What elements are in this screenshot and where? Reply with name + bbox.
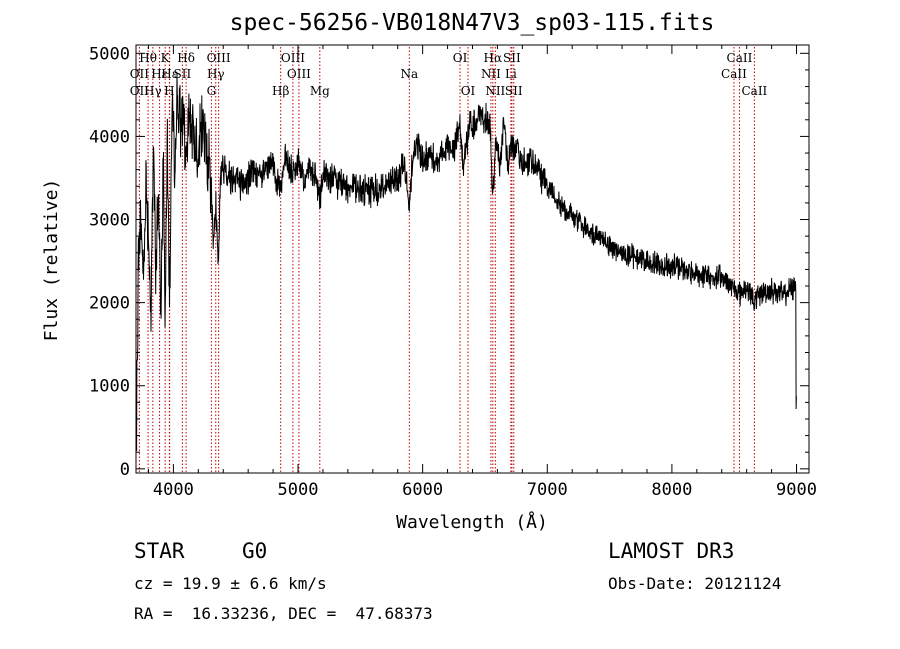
line-label: SII xyxy=(503,51,521,65)
sky-coordinates: RA = 16.33236, DEC = 47.68373 xyxy=(134,604,433,623)
line-label: Hδ xyxy=(177,51,195,65)
x-tick-label: 6000 xyxy=(402,480,443,500)
y-axis-title: Flux (relative) xyxy=(41,179,62,342)
x-tick-label: 7000 xyxy=(527,480,568,500)
chart-title: spec-56256-VB018N47V3_sp03-115.fits xyxy=(230,10,715,36)
x-axis: 4000 5000 6000 7000 8000 9000 xyxy=(147,45,817,500)
line-label: NII xyxy=(481,67,501,81)
line-label: Hε xyxy=(161,67,178,81)
line-label: Mg xyxy=(310,84,330,98)
redshift-value: cz = 19.9 ± 6.6 km/s xyxy=(134,574,327,593)
object-class: STAR xyxy=(134,539,185,563)
x-tick-label: 9000 xyxy=(776,480,817,500)
line-label: CaII xyxy=(741,84,767,98)
y-tick-label: 3000 xyxy=(89,211,130,231)
line-label: Hθ xyxy=(139,51,157,65)
line-label: OII xyxy=(130,84,150,98)
line-label: K xyxy=(161,51,171,65)
line-label: NII xyxy=(485,84,505,98)
line-label: H xyxy=(164,84,174,98)
y-tick-label: 2000 xyxy=(89,294,130,314)
line-label: CaII xyxy=(727,51,753,65)
y-tick-label: 0 xyxy=(120,460,130,480)
line-label: Hβ xyxy=(272,84,289,98)
line-label: Hγ xyxy=(144,84,162,98)
object-subclass: G0 xyxy=(242,539,268,563)
spectrum-chart: spec-56256-VB018N47V3_sp03-115.fits Hθ OI… xyxy=(41,10,817,533)
line-label: OII xyxy=(130,67,150,81)
line-label: OIII xyxy=(287,67,311,81)
survey-label: LAMOST DR3 xyxy=(608,539,735,563)
y-tick-label: 4000 xyxy=(89,127,130,147)
line-label: OIII xyxy=(281,51,305,65)
observation-date: Obs-Date: 20121124 xyxy=(608,574,782,593)
line-label: Na xyxy=(400,67,418,81)
line-label: G xyxy=(207,84,217,98)
line-label: SII xyxy=(174,67,192,81)
x-tick-label: 5000 xyxy=(278,480,319,500)
line-label: Li xyxy=(505,67,517,81)
spectrum-line xyxy=(135,72,797,452)
y-tick-label: 1000 xyxy=(89,377,130,397)
line-label: OI xyxy=(453,51,468,65)
line-label: OIII xyxy=(207,51,231,65)
line-label: OI xyxy=(461,84,476,98)
x-tick-label: 8000 xyxy=(651,480,692,500)
spectrum-series xyxy=(135,72,797,452)
line-label: SII xyxy=(505,84,523,98)
line-label: CaII xyxy=(721,67,747,81)
line-label: Hγ xyxy=(207,67,225,81)
y-axis: 0 1000 2000 3000 4000 5000 xyxy=(89,44,809,480)
line-label: Hε xyxy=(151,67,168,81)
x-tick-label: 4000 xyxy=(153,480,194,500)
line-label: Hα xyxy=(484,51,503,65)
plot-frame xyxy=(135,44,810,474)
line-markers xyxy=(138,47,755,473)
x-axis-title: Wavelength (Å) xyxy=(396,511,548,533)
y-tick-label: 5000 xyxy=(89,44,130,64)
